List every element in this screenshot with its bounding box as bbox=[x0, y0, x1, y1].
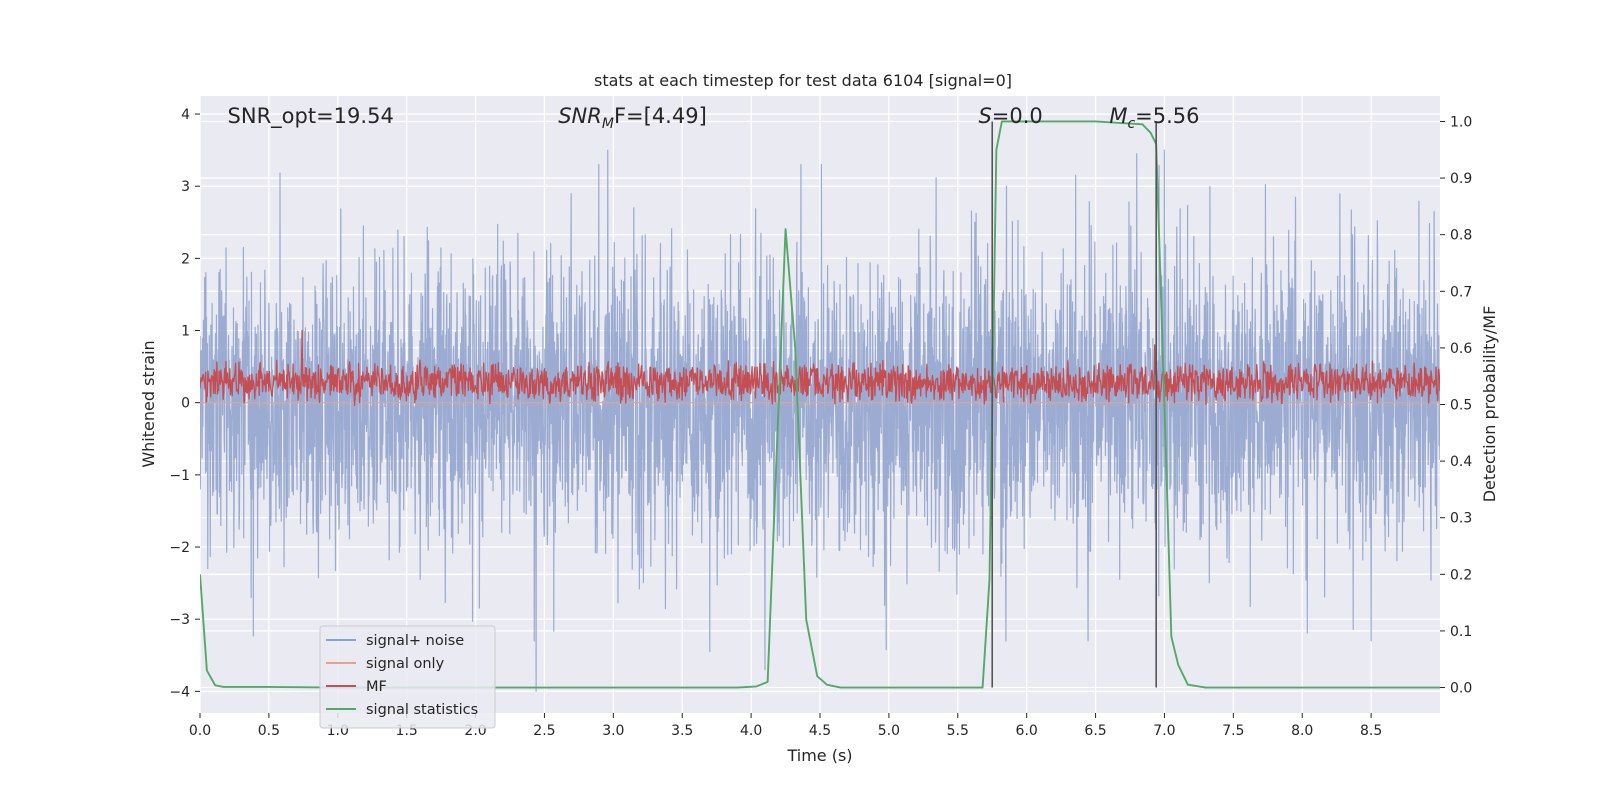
y-tick-label: 4 bbox=[181, 107, 190, 123]
y2-tick-label: 1.0 bbox=[1450, 114, 1472, 130]
x-tick-label: 8.5 bbox=[1360, 723, 1382, 739]
y2-tick-label: 0.8 bbox=[1450, 228, 1472, 244]
y2-tick-label: 0.3 bbox=[1450, 511, 1472, 527]
x-tick-label: 5.0 bbox=[878, 723, 900, 739]
y-axis-ticks: 4 3 2 1 0 −1 −2 −3 −4 bbox=[169, 107, 200, 700]
x-tick-label: 6.0 bbox=[1016, 723, 1038, 739]
y-tick-label: −2 bbox=[169, 540, 190, 556]
legend-box bbox=[319, 625, 496, 729]
legend-label-mf: MF bbox=[366, 679, 387, 695]
y2-tick-label: 0.1 bbox=[1450, 624, 1472, 640]
x-tick-label: 2.5 bbox=[533, 723, 555, 739]
x-tick-label: 4.5 bbox=[809, 723, 831, 739]
x-tick-label: 5.5 bbox=[947, 723, 969, 739]
y2-tick-label: 0.0 bbox=[1450, 681, 1472, 697]
legend: signal+ noise signal only MF signal statist… bbox=[319, 625, 496, 729]
y2-tick-label: 0.9 bbox=[1450, 171, 1472, 187]
annotations: SNR_opt=19.54 SNRMF=[4.49] S=0.0 Mc=5.56 bbox=[228, 104, 1200, 132]
y-tick-label: −1 bbox=[169, 468, 190, 484]
y-tick-label: 1 bbox=[181, 324, 190, 340]
x-tick-label: 7.0 bbox=[1153, 723, 1175, 739]
x-axis-label: Time (s) bbox=[786, 746, 852, 765]
legend-label-signal-noise: signal+ noise bbox=[366, 633, 464, 649]
annotation: S=0.0 bbox=[978, 104, 1042, 128]
chart-title: stats at each timestep for test data 610… bbox=[594, 71, 1012, 90]
x-tick-label: 3.0 bbox=[602, 723, 624, 739]
y-tick-label: 2 bbox=[181, 251, 190, 267]
x-tick-label: 4.0 bbox=[740, 723, 762, 739]
annotation: Mc=5.56 bbox=[1109, 104, 1199, 132]
y2-tick-label: 0.2 bbox=[1450, 567, 1472, 583]
y2-axis-label: Detection probability/MF bbox=[1480, 306, 1499, 503]
x-tick-label: 8.0 bbox=[1291, 723, 1313, 739]
series-signal-noise bbox=[200, 149, 1440, 692]
x-tick-label: 0.0 bbox=[189, 723, 211, 739]
y-tick-label: −4 bbox=[169, 684, 190, 700]
x-tick-label: 6.5 bbox=[1084, 723, 1106, 739]
x-tick-label: 0.5 bbox=[258, 723, 280, 739]
vertical-markers bbox=[991, 121, 1157, 688]
annotation: SNRMF=[4.49] bbox=[558, 104, 707, 132]
legend-label-signal-statistics: signal statistics bbox=[366, 702, 478, 718]
series-layer bbox=[200, 120, 1440, 692]
x-tick-label: 3.5 bbox=[671, 723, 693, 739]
y-tick-label: −3 bbox=[169, 612, 190, 628]
y-tick-label: 0 bbox=[181, 396, 190, 412]
annotation: SNR_opt=19.54 bbox=[228, 104, 394, 129]
y2-tick-label: 0.6 bbox=[1450, 341, 1472, 357]
y-tick-label: 3 bbox=[181, 179, 190, 195]
x-tick-label: 7.5 bbox=[1222, 723, 1244, 739]
y2-tick-label: 0.7 bbox=[1450, 284, 1472, 300]
y-axis-label: Whitened strain bbox=[139, 340, 158, 467]
y2-tick-label: 0.4 bbox=[1450, 454, 1472, 470]
y2-axis-ticks: 1.0 0.9 0.8 0.7 0.6 0.5 0.4 0.3 0.2 0.1 0.0 bbox=[1440, 114, 1472, 697]
y2-tick-label: 0.5 bbox=[1450, 398, 1472, 414]
series-mf bbox=[200, 329, 1440, 407]
legend-label-signal-only: signal only bbox=[366, 656, 445, 672]
